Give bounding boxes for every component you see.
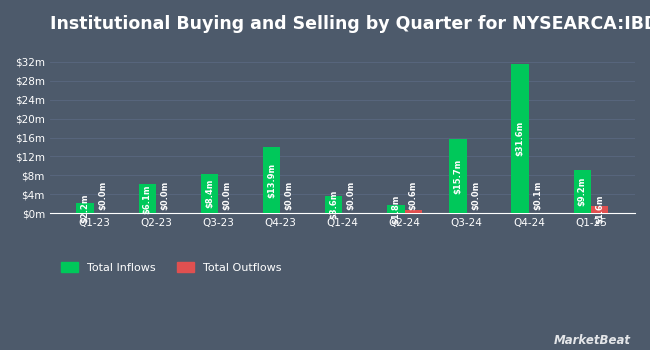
Text: $0.0m: $0.0m: [160, 181, 169, 210]
Bar: [201, 174, 218, 213]
Text: Institutional Buying and Selling by Quarter for NYSEARCA:IBDW: Institutional Buying and Selling by Quar…: [50, 15, 650, 33]
Text: $2.2m: $2.2m: [81, 193, 90, 223]
Text: $0.1m: $0.1m: [533, 181, 542, 210]
Text: $0.0m: $0.0m: [471, 181, 480, 210]
Text: $0.0m: $0.0m: [222, 181, 231, 210]
Bar: [325, 196, 343, 213]
Text: $6.1m: $6.1m: [143, 184, 152, 213]
Bar: [387, 205, 404, 213]
Bar: [573, 170, 591, 213]
Bar: [263, 147, 280, 213]
Text: $0.0m: $0.0m: [346, 181, 356, 210]
Text: $1.8m: $1.8m: [391, 194, 400, 224]
Text: $1.6m: $1.6m: [595, 195, 604, 224]
Bar: [138, 184, 156, 213]
Text: $13.9m: $13.9m: [267, 163, 276, 198]
Text: $9.2m: $9.2m: [578, 177, 587, 206]
Bar: [591, 206, 608, 213]
Text: MarketBeat: MarketBeat: [554, 334, 630, 346]
Bar: [449, 139, 467, 213]
Text: $15.7m: $15.7m: [454, 159, 463, 194]
Text: $0.0m: $0.0m: [98, 181, 107, 210]
Bar: [77, 203, 94, 213]
Text: $0.6m: $0.6m: [409, 181, 418, 210]
Bar: [404, 210, 422, 213]
Text: $0.0m: $0.0m: [285, 181, 294, 210]
Text: $3.6m: $3.6m: [330, 190, 338, 219]
Bar: [512, 64, 529, 213]
Text: $8.4m: $8.4m: [205, 179, 214, 208]
Legend: Total Inflows, Total Outflows: Total Inflows, Total Outflows: [55, 256, 287, 278]
Text: $31.6m: $31.6m: [515, 121, 525, 156]
